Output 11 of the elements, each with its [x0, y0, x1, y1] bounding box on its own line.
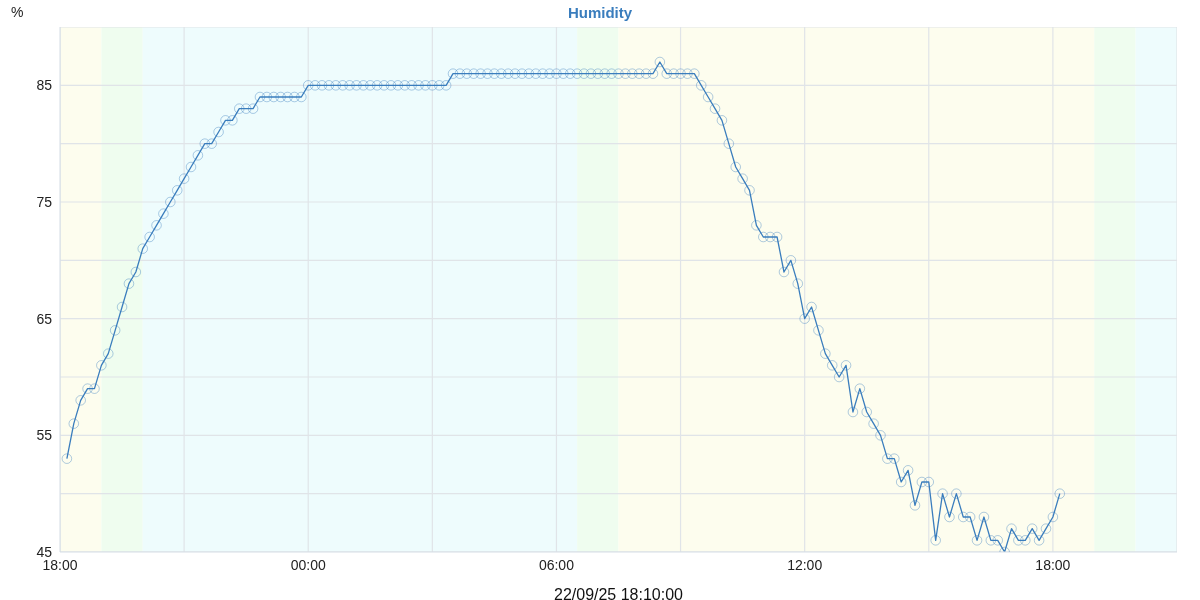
- y-axis-title: %: [11, 4, 24, 20]
- x-tick-label: 00:00: [290, 556, 326, 573]
- y-tick-label: 65: [36, 310, 53, 327]
- x-tick-label: 06:00: [538, 556, 575, 573]
- x-tick-label: 12:00: [787, 556, 823, 573]
- x-tick-label: 18:00: [1035, 556, 1071, 573]
- chart-title: Humidity: [567, 4, 633, 21]
- x-axis-title: 22/09/25 18:10:00: [553, 586, 684, 600]
- y-tick-label: 75: [36, 193, 53, 210]
- y-tick-label: 55: [36, 427, 53, 444]
- y-tick-label: 85: [36, 77, 53, 94]
